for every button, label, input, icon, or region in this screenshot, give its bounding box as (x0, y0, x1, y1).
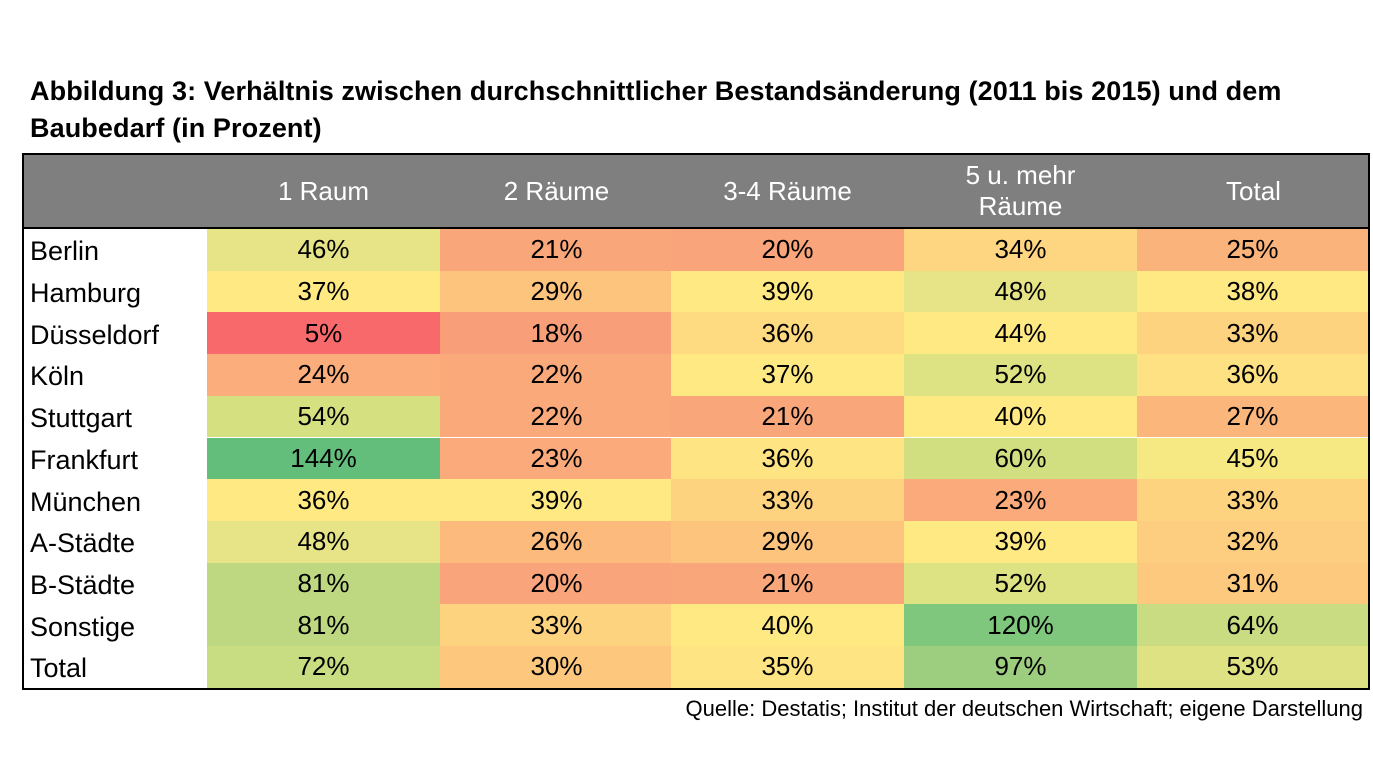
heatmap-cell: 33% (671, 479, 904, 521)
figure-title: Abbildung 3: Verhältnis zwischen durchsc… (30, 73, 1360, 147)
heatmap-cell: 44% (904, 312, 1137, 354)
row-label: Sonstige (30, 604, 135, 646)
heatmap-cell: 29% (671, 521, 904, 563)
heatmap-cell: 33% (1137, 312, 1368, 354)
heatmap-cell: 60% (904, 438, 1137, 480)
heatmap-cell: 36% (671, 312, 904, 354)
column-header: 3-4 Räume (671, 155, 904, 227)
table-row: Sonstige 81% 33% 40% 120% 64% (24, 604, 1368, 646)
heatmap-cell: 39% (904, 521, 1137, 563)
row-label: Düsseldorf (30, 312, 159, 354)
table-row: B-Städte 81% 20% 21% 52% 31% (24, 563, 1368, 605)
heatmap-cell: 31% (1137, 563, 1368, 605)
table-row: Hamburg 37% 29% 39% 48% 38% (24, 271, 1368, 313)
heatmap-cell: 29% (440, 271, 673, 313)
heatmap-cell: 32% (1137, 521, 1368, 563)
heatmap-cell: 23% (904, 479, 1137, 521)
row-label: Stuttgart (30, 396, 132, 438)
heatmap-cell: 37% (207, 271, 440, 313)
heatmap-cell: 81% (207, 604, 440, 646)
heatmap-cell: 26% (440, 521, 673, 563)
heatmap-cell: 72% (207, 646, 440, 688)
heatmap-cell: 81% (207, 563, 440, 605)
heatmap-cell: 20% (440, 563, 673, 605)
heatmap-table: 1 Raum 2 Räume 3-4 Räume 5 u. mehr Räume Tot… (22, 153, 1370, 690)
heatmap-cell: 53% (1137, 646, 1368, 688)
heatmap-cell: 34% (904, 229, 1137, 271)
heatmap-cell: 36% (1137, 354, 1368, 396)
table-row: Köln 24% 22% 37% 52% 36% (24, 354, 1368, 396)
heatmap-cell: 39% (671, 271, 904, 313)
heatmap-cell: 5% (207, 312, 440, 354)
heatmap-cell: 40% (904, 396, 1137, 438)
heatmap-cell: 21% (671, 563, 904, 605)
heatmap-cell: 22% (440, 354, 673, 396)
table-row: Frankfurt 144% 23% 36% 60% 45% (24, 438, 1368, 480)
row-label: Frankfurt (30, 438, 138, 480)
heatmap-cell: 39% (440, 479, 673, 521)
heatmap-cell: 23% (440, 438, 673, 480)
table-row: München 36% 39% 33% 23% 33% (24, 479, 1368, 521)
heatmap-cell: 30% (440, 646, 673, 688)
heatmap-cell: 64% (1137, 604, 1368, 646)
row-label: B-Städte (30, 563, 135, 605)
heatmap-cell: 21% (671, 396, 904, 438)
heatmap-cell: 52% (904, 563, 1137, 605)
table-row: Berlin 46% 21% 20% 34% 25% (24, 229, 1368, 271)
table-header: 1 Raum 2 Räume 3-4 Räume 5 u. mehr Räume Tot… (24, 155, 1368, 229)
heatmap-cell: 24% (207, 354, 440, 396)
heatmap-cell: 144% (207, 438, 440, 480)
table-row: Düsseldorf 5% 18% 36% 44% 33% (24, 312, 1368, 354)
heatmap-cell: 18% (440, 312, 673, 354)
heatmap-cell: 36% (671, 438, 904, 480)
column-header: 1 Raum (207, 155, 440, 227)
column-header: 2 Räume (440, 155, 673, 227)
table-row: Stuttgart 54% 22% 21% 40% 27% (24, 396, 1368, 438)
row-label: Hamburg (30, 271, 141, 313)
heatmap-cell: 27% (1137, 396, 1368, 438)
heatmap-cell: 33% (1137, 479, 1368, 521)
source-note: Quelle: Destatis; Institut der deutschen… (686, 696, 1363, 722)
heatmap-cell: 36% (207, 479, 440, 521)
heatmap-cell: 120% (904, 604, 1137, 646)
heatmap-cell: 22% (440, 396, 673, 438)
heatmap-cell: 48% (207, 521, 440, 563)
heatmap-cell: 37% (671, 354, 904, 396)
row-label: Köln (30, 354, 84, 396)
table-row: A-Städte 48% 26% 29% 39% 32% (24, 521, 1368, 563)
heatmap-cell: 48% (904, 271, 1137, 313)
heatmap-cell: 40% (671, 604, 904, 646)
heatmap-cell: 45% (1137, 438, 1368, 480)
heatmap-cell: 97% (904, 646, 1137, 688)
heatmap-cell: 54% (207, 396, 440, 438)
row-label: Berlin (30, 229, 99, 271)
heatmap-cell: 46% (207, 229, 440, 271)
row-label: A-Städte (30, 521, 135, 563)
heatmap-cell: 21% (440, 229, 673, 271)
heatmap-cell: 35% (671, 646, 904, 688)
column-header: Total (1137, 155, 1370, 227)
heatmap-cell: 38% (1137, 271, 1368, 313)
heatmap-cell: 20% (671, 229, 904, 271)
table-row: Total 72% 30% 35% 97% 53% (24, 646, 1368, 688)
heatmap-cell: 33% (440, 604, 673, 646)
heatmap-cell: 25% (1137, 229, 1368, 271)
row-label: München (30, 479, 141, 521)
row-label: Total (30, 646, 87, 688)
heatmap-cell: 52% (904, 354, 1137, 396)
column-header: 5 u. mehr Räume (933, 155, 1108, 227)
